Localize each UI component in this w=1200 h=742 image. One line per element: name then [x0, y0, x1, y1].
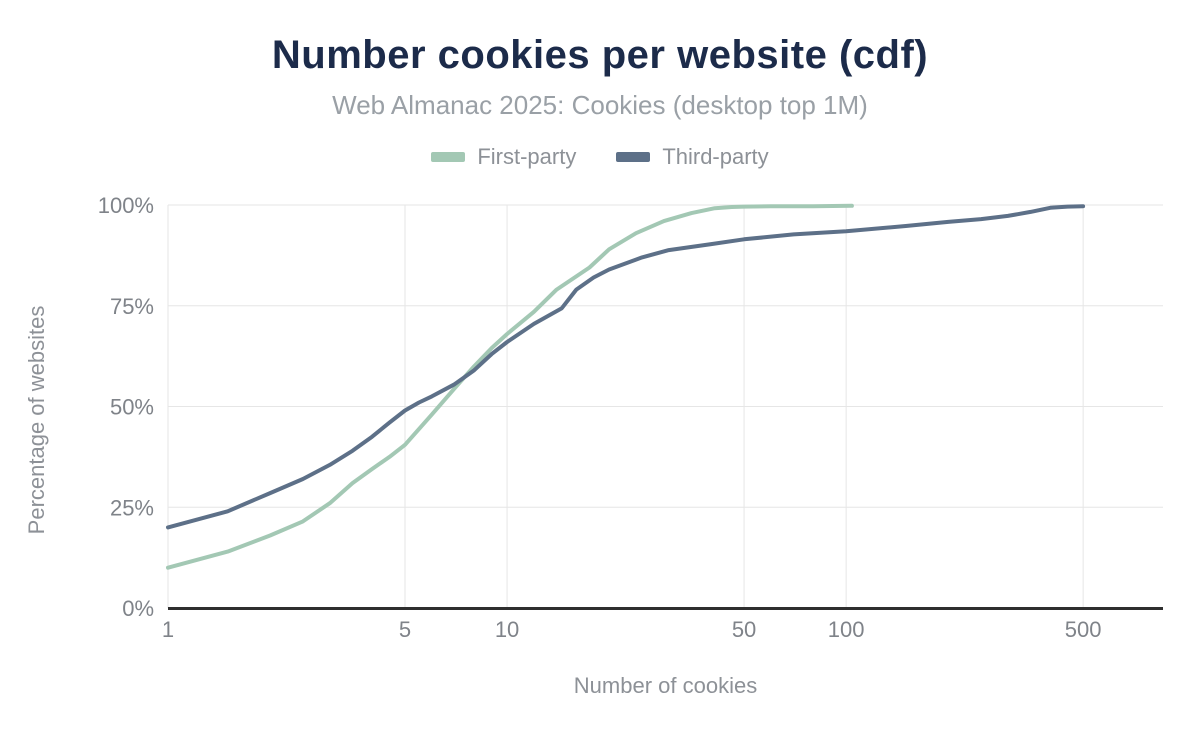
y-axis-title: Percentage of websites — [24, 306, 49, 535]
legend-swatch-first-party-icon — [431, 152, 466, 162]
y-tick-label: 100% — [98, 193, 154, 218]
x-tick-label: 500 — [1065, 617, 1102, 642]
x-tick-label: 5 — [399, 617, 411, 642]
legend-item-third-party: Third-party — [616, 144, 769, 170]
legend: First-party Third-party — [0, 144, 1200, 170]
y-tick-label: 50% — [110, 395, 154, 420]
legend-label: First-party — [477, 144, 577, 169]
y-tick-label: 0% — [122, 596, 154, 621]
x-tick-label: 100 — [828, 617, 865, 642]
legend-item-first-party: First-party — [431, 144, 576, 170]
series-third-party-line — [166, 204, 1086, 530]
chart-title: Number cookies per website (cdf) — [271, 33, 929, 77]
x-tick-label: 10 — [495, 617, 519, 642]
chart-subtitle: Web Almanac 2025: Cookies (desktop top 1… — [332, 90, 868, 120]
y-tick-label: 25% — [110, 495, 154, 520]
legend-label: Third-party — [662, 144, 769, 169]
series-first-party-line — [166, 203, 854, 570]
legend-swatch-third-party-icon — [616, 152, 651, 162]
x-axis-title: Number of cookies — [574, 673, 757, 698]
x-tick-label: 1 — [162, 617, 174, 642]
y-tick-label: 75% — [110, 294, 154, 319]
x-tick-label: 50 — [732, 617, 756, 642]
